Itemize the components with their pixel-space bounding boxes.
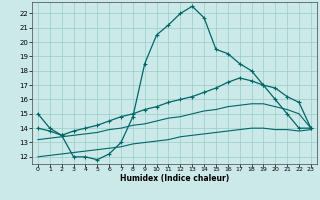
X-axis label: Humidex (Indice chaleur): Humidex (Indice chaleur) xyxy=(120,174,229,183)
